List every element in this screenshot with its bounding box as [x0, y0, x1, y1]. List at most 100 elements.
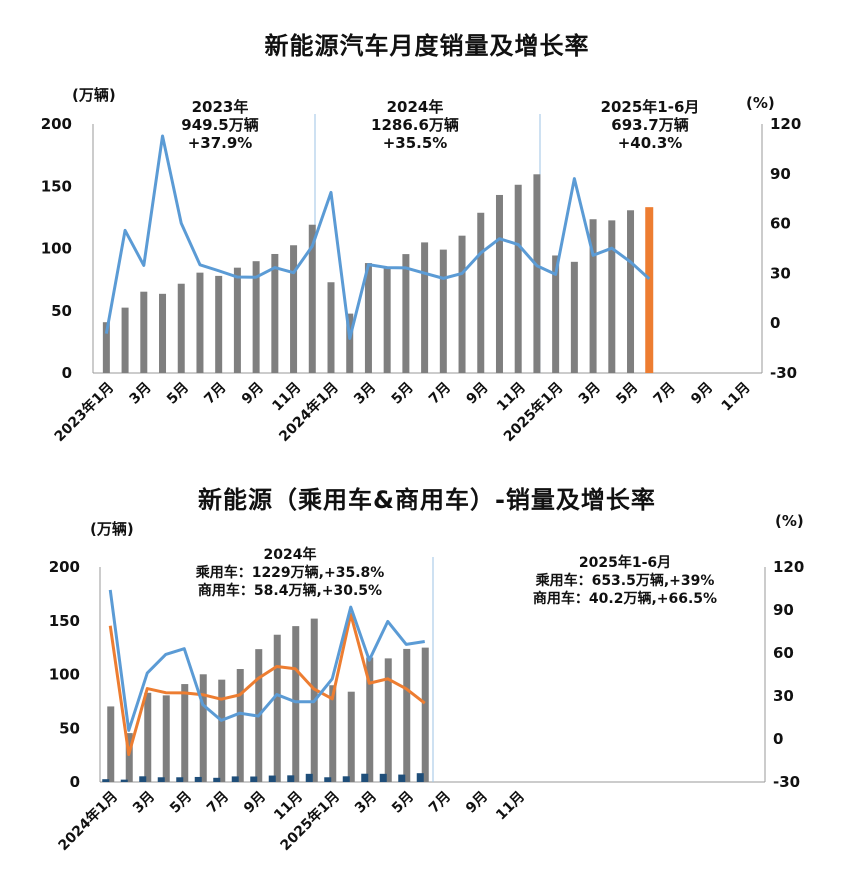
- bar: [233, 267, 241, 373]
- right-tick-label: 0: [770, 314, 780, 332]
- bar: [290, 245, 298, 373]
- bar: [589, 219, 597, 373]
- right-tick-label: 90: [770, 165, 791, 183]
- bar: [215, 275, 223, 373]
- right-tick-label: 30: [770, 264, 791, 282]
- bar: [458, 235, 466, 373]
- x-tick-label: 2023年1月: [51, 379, 117, 445]
- left-tick-label: 100: [41, 240, 72, 258]
- chart-1-annotation-2023: 2023年 949.5万辆 +37.9%: [150, 98, 290, 152]
- x-tick-label: 7月: [201, 380, 229, 408]
- annotation-line: 商用车：58.4万辆,+30.5%: [197, 583, 383, 599]
- x-tick-label: 7月: [651, 380, 679, 408]
- growth-line: [104, 134, 651, 340]
- annotation-line: 2023年: [191, 98, 249, 116]
- bar-商用车: [213, 777, 221, 782]
- bar: [346, 313, 354, 373]
- left-tick-label: 200: [41, 115, 72, 133]
- bar-乘用车: [199, 674, 207, 782]
- annotation-line: 乘用车：1229万辆,+35.8%: [195, 565, 385, 581]
- right-tick-label: -30: [773, 773, 800, 791]
- left-tick-label: 200: [49, 558, 80, 576]
- bar-商用车: [416, 773, 424, 782]
- bar: [552, 255, 560, 373]
- bar: [140, 291, 148, 373]
- bar-乘用车: [144, 692, 152, 782]
- x-tick-label: 11月: [719, 380, 754, 415]
- x-tick-label: 9月: [463, 789, 491, 817]
- bar-商用车: [120, 779, 128, 782]
- left-tick-label: 50: [51, 302, 72, 320]
- bar-商用车: [379, 773, 387, 782]
- left-tick-label: 150: [41, 177, 72, 195]
- bar: [308, 224, 316, 373]
- x-tick-label: 3月: [127, 380, 155, 408]
- bar: [177, 283, 185, 373]
- bar-乘用车: [125, 733, 133, 782]
- right-tick-label: 90: [773, 601, 794, 619]
- bar-乘用车: [162, 695, 170, 782]
- annotation-line: 2025年1-6月: [600, 98, 700, 116]
- bar-乘用车: [421, 647, 429, 782]
- bar: [159, 293, 167, 373]
- bar-商用车: [398, 774, 406, 782]
- annotation-line: 949.5万辆: [181, 116, 259, 134]
- bar-商用车: [139, 776, 147, 782]
- annotation-line: 2025年1-6月: [578, 555, 672, 571]
- bar-商用车: [268, 775, 276, 782]
- x-tick-label: 3月: [576, 380, 604, 408]
- chart-1-plot: 0 50 100 150 200 -30 0 30 60 90 120 2023年1月 3月 5月 7月 9月…: [41, 114, 801, 445]
- bar-商用车: [194, 776, 202, 782]
- x-tick-label: 5月: [389, 789, 417, 817]
- chart-2-annotation-2024: 2024年 乘用车：1229万辆,+35.8% 商用车：58.4万辆,+30.5…: [170, 546, 410, 600]
- growth-line-乘用车增长率: [108, 612, 426, 756]
- right-tick-label: 120: [770, 115, 801, 133]
- bar-商用车: [287, 775, 295, 782]
- chart-2-left-unit: (万辆): [90, 520, 134, 538]
- left-tick-label: 0: [70, 773, 80, 791]
- bar-乘用车: [218, 679, 226, 782]
- bar-乘用车: [181, 684, 189, 782]
- annotation-line: 商用车：40.2万辆,+66.5%: [532, 591, 718, 607]
- bar: [327, 282, 335, 373]
- x-tick-label: 9月: [241, 789, 269, 817]
- right-tick-label: 60: [773, 644, 794, 662]
- bar: [383, 267, 391, 373]
- annotation-line: +40.3%: [617, 134, 683, 152]
- x-tick-label: 5月: [389, 380, 417, 408]
- bar: [252, 261, 260, 373]
- x-tick-label: 7月: [426, 789, 454, 817]
- bar: [102, 322, 110, 373]
- x-tick-label: 2024年1月: [55, 788, 121, 854]
- bar: [439, 249, 447, 373]
- chart-1-right-unit: (%): [746, 94, 775, 112]
- left-tick-label: 100: [49, 666, 80, 684]
- bar: [533, 174, 541, 373]
- chart-1-annotation-2025: 2025年1-6月 693.7万辆 +40.3%: [575, 98, 725, 152]
- right-tick-label: 120: [773, 558, 804, 576]
- chart-1-title: 新能源汽车月度销量及增长率: [264, 32, 590, 60]
- bar: [402, 254, 410, 373]
- x-tick-label: 5月: [164, 380, 192, 408]
- bar: [514, 184, 522, 373]
- annotation-line: 693.7万辆: [611, 116, 689, 134]
- bar: [121, 307, 129, 373]
- bar: [495, 194, 503, 373]
- bar-乘用车: [347, 691, 355, 782]
- annotation-line: 乘用车：653.5万辆,+39%: [535, 573, 715, 589]
- annotation-line: +35.5%: [382, 134, 448, 152]
- annotation-line: 1286.6万辆: [371, 116, 459, 134]
- bar-商用车: [361, 773, 369, 782]
- bar-乘用车: [384, 658, 392, 782]
- chart-2-annotation-2025: 2025年1-6月 乘用车：653.5万辆,+39% 商用车：40.2万辆,+6…: [505, 554, 745, 608]
- bar-乘用车: [366, 657, 374, 782]
- x-tick-label: 7月: [204, 789, 232, 817]
- right-tick-label: 0: [773, 730, 783, 748]
- annotation-line: +37.9%: [187, 134, 253, 152]
- bar-乘用车: [236, 669, 244, 782]
- bar: [364, 263, 372, 373]
- bar-乘用车: [329, 685, 337, 782]
- right-tick-label: 30: [773, 687, 794, 705]
- bar: [608, 220, 616, 373]
- bar-商用车: [157, 777, 165, 782]
